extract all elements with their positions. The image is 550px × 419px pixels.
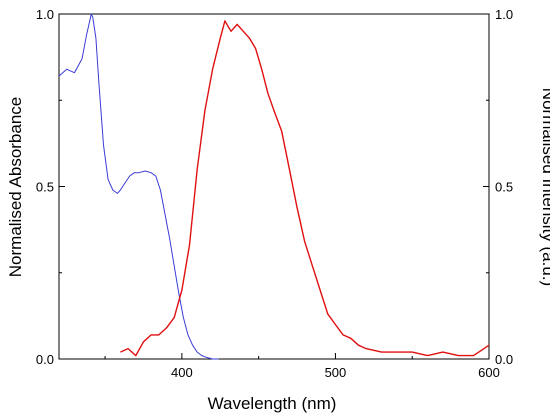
x-axis-ticks: 400 500 600 bbox=[104, 353, 500, 380]
right-y-axis-label: Normalised Intensity (a.u.) bbox=[539, 88, 550, 286]
left-y-axis-label: Normalised Absorbance bbox=[6, 97, 25, 277]
left-y-tick-label: 0.5 bbox=[36, 180, 54, 195]
emission-series-line bbox=[120, 20, 490, 357]
left-y-axis-ticks: 0.0 0.5 1.0 bbox=[36, 7, 65, 367]
absorbance-series-line bbox=[58, 13, 219, 360]
series-lines bbox=[58, 13, 490, 360]
right-y-axis-ticks: 0.0 0.5 1.0 bbox=[483, 7, 513, 367]
x-tick-label: 400 bbox=[171, 365, 193, 380]
left-y-tick-label: 0.0 bbox=[36, 352, 54, 367]
plot-frame bbox=[58, 13, 490, 360]
right-y-tick-label: 0.5 bbox=[495, 180, 513, 195]
right-y-tick-label: 1.0 bbox=[495, 7, 513, 22]
x-tick-label: 500 bbox=[325, 365, 347, 380]
x-axis-label: Wavelength (nm) bbox=[208, 394, 337, 413]
x-tick-label: 600 bbox=[478, 365, 500, 380]
left-y-tick-label: 1.0 bbox=[36, 7, 54, 22]
right-y-tick-label: 0.0 bbox=[495, 352, 513, 367]
plot-area-border bbox=[58, 13, 490, 360]
